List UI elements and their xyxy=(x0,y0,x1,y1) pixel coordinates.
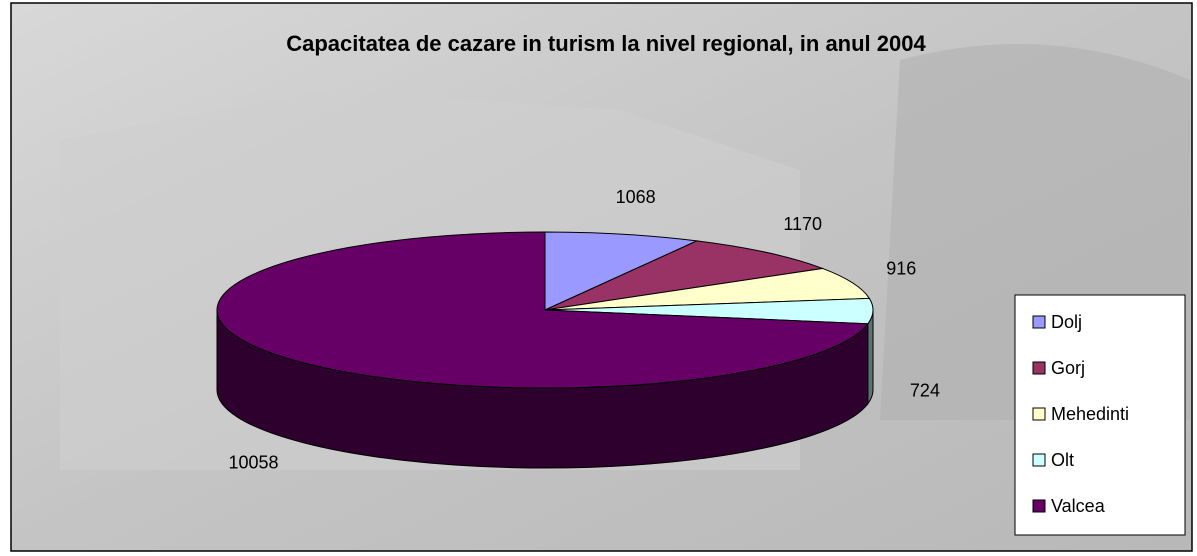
pie-side xyxy=(867,309,874,406)
data-label: 10058 xyxy=(228,453,278,473)
pie-slice xyxy=(544,231,699,311)
chart-title: Capacitatea de cazare in turism la nivel… xyxy=(286,31,926,56)
data-label: 1170 xyxy=(783,214,822,234)
pie-slice xyxy=(544,267,871,311)
legend-swatch xyxy=(1032,453,1046,467)
legend-label: Valcea xyxy=(1051,496,1106,516)
legend-swatch xyxy=(1032,499,1046,513)
legend-label: Dolj xyxy=(1051,312,1082,332)
legend-label: Gorj xyxy=(1051,358,1085,378)
data-label: 724 xyxy=(910,380,940,400)
legend-swatch xyxy=(1032,315,1046,329)
legend-label: Olt xyxy=(1051,450,1074,470)
pie-slice xyxy=(544,240,825,311)
legend-swatch xyxy=(1032,361,1046,375)
legend-swatch xyxy=(1032,407,1046,421)
data-label: 916 xyxy=(886,259,916,279)
legend-label: Mehedinti xyxy=(1051,404,1129,424)
pie-slice xyxy=(216,231,869,389)
data-label: 1068 xyxy=(616,187,656,207)
